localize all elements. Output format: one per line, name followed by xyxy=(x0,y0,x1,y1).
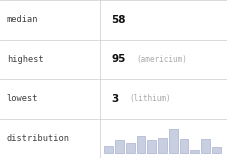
Text: 58: 58 xyxy=(111,15,126,25)
Text: 3: 3 xyxy=(111,94,118,104)
Bar xyxy=(212,147,220,153)
Bar xyxy=(104,146,113,153)
Bar xyxy=(190,151,199,153)
Bar xyxy=(180,139,188,153)
Text: median: median xyxy=(7,15,38,24)
Bar xyxy=(126,143,135,153)
Text: highest: highest xyxy=(7,55,44,64)
Text: (lithium): (lithium) xyxy=(129,94,171,103)
Bar xyxy=(158,138,167,153)
Bar xyxy=(169,129,178,153)
Bar xyxy=(147,140,156,153)
Bar xyxy=(201,140,210,153)
Text: distribution: distribution xyxy=(7,134,70,143)
Text: 95: 95 xyxy=(111,54,126,64)
Text: (americium): (americium) xyxy=(136,55,187,64)
Bar xyxy=(115,140,124,153)
Text: lowest: lowest xyxy=(7,94,38,103)
Bar xyxy=(137,136,146,153)
